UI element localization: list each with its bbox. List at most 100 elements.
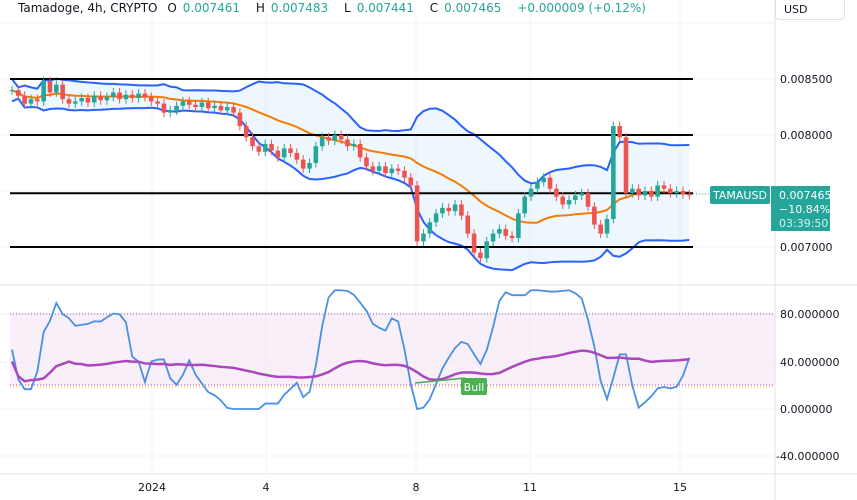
price-tick: 0.008500 bbox=[780, 73, 833, 86]
candle-body bbox=[427, 222, 433, 234]
candle-body bbox=[560, 196, 566, 205]
time-tick: 15 bbox=[673, 481, 687, 494]
candle-body bbox=[66, 99, 72, 104]
candle-body bbox=[395, 168, 401, 171]
candle-body bbox=[389, 168, 395, 174]
candle-body bbox=[376, 166, 382, 171]
candle-body bbox=[136, 93, 141, 99]
currency-selector[interactable]: USD bbox=[775, 0, 845, 20]
candle-body bbox=[73, 101, 78, 104]
candle-body bbox=[345, 139, 350, 147]
time-axis[interactable]: 2024 4 8 11 15 bbox=[138, 481, 687, 494]
candle-body bbox=[199, 102, 205, 107]
candle-body bbox=[547, 177, 553, 189]
candle-body bbox=[60, 84, 65, 100]
price-tag-bg bbox=[771, 186, 830, 231]
candle-body bbox=[383, 166, 388, 174]
candle-body bbox=[566, 199, 572, 205]
candle-body bbox=[459, 204, 464, 216]
candle-body bbox=[300, 159, 306, 169]
candle-body bbox=[161, 103, 167, 113]
candle-body bbox=[402, 170, 407, 178]
candle-body bbox=[47, 81, 53, 93]
price-tick: 0.007000 bbox=[780, 241, 833, 254]
candle-body bbox=[611, 126, 616, 219]
candle-body bbox=[35, 99, 40, 102]
candle-body bbox=[433, 213, 439, 223]
candle-body bbox=[16, 90, 21, 96]
time-tick: 11 bbox=[523, 481, 537, 494]
time-tick: 2024 bbox=[138, 481, 166, 494]
candle-body bbox=[142, 93, 148, 97]
candle-body bbox=[237, 112, 243, 127]
candle-body bbox=[167, 110, 173, 113]
candle-body bbox=[478, 252, 483, 259]
candle-body bbox=[522, 196, 528, 214]
candle-body bbox=[636, 188, 641, 196]
candle-body bbox=[231, 107, 236, 113]
candle-body bbox=[516, 213, 521, 239]
candle-body bbox=[269, 143, 274, 151]
high-value: 0.007483 bbox=[270, 1, 329, 15]
candle-body bbox=[440, 207, 445, 214]
candle-body bbox=[351, 143, 357, 147]
candle-body bbox=[54, 84, 59, 93]
candle-body bbox=[414, 185, 420, 242]
candle-body bbox=[535, 182, 540, 189]
high-label: H bbox=[255, 1, 265, 15]
symbol-tag-bg bbox=[710, 186, 770, 204]
candle-body bbox=[281, 148, 287, 158]
candle-body bbox=[174, 105, 179, 111]
price-axis[interactable]: 0.008500 0.008000 0.007000 80.000000 40.… bbox=[776, 73, 840, 463]
candle-body bbox=[497, 229, 502, 234]
symbol-title: Tamadoge, 4h, CRYPTO bbox=[18, 1, 158, 15]
candle-body bbox=[617, 126, 622, 138]
candle-body bbox=[528, 188, 534, 197]
bb-upper bbox=[11, 77, 690, 185]
low-label: L bbox=[344, 1, 351, 15]
candle-body bbox=[680, 191, 686, 195]
time-tick: 4 bbox=[263, 481, 270, 494]
candle-body bbox=[319, 137, 325, 147]
candle-body bbox=[592, 206, 597, 225]
candle-body bbox=[250, 137, 255, 147]
candle-body bbox=[554, 188, 559, 197]
stoch-k-line bbox=[11, 289, 691, 411]
candle-body bbox=[9, 90, 15, 92]
candle-body bbox=[212, 105, 217, 109]
candle-body bbox=[503, 229, 509, 236]
candle-body bbox=[129, 94, 135, 99]
candle-body bbox=[446, 207, 452, 212]
candle-body bbox=[332, 135, 338, 141]
candle-body bbox=[104, 96, 110, 101]
symbol-tag: TAMAUSD bbox=[712, 189, 767, 202]
candle-body bbox=[421, 233, 426, 242]
candle-body bbox=[661, 185, 667, 189]
candle-body bbox=[649, 191, 654, 197]
candle-body bbox=[465, 215, 471, 234]
bull-label: Bull bbox=[464, 381, 485, 394]
osc-tick: -40.000000 bbox=[776, 450, 839, 463]
bull-divergence-line bbox=[414, 377, 466, 384]
candle-body bbox=[408, 177, 414, 186]
candle-body bbox=[193, 104, 198, 107]
stoch-band-fill bbox=[10, 314, 775, 385]
candle-body bbox=[41, 81, 46, 102]
candle-body bbox=[262, 143, 268, 152]
candle-body bbox=[117, 92, 122, 100]
candle-body bbox=[180, 101, 186, 106]
candle-body bbox=[218, 105, 224, 111]
candle-body bbox=[585, 193, 591, 207]
bb-lower bbox=[11, 97, 690, 272]
candle-body bbox=[110, 92, 116, 97]
candle-body bbox=[630, 188, 635, 194]
chart-legend: Tamadoge, 4h, CRYPTO O 0.007461 H 0.007483… bbox=[18, 1, 652, 15]
candle-body bbox=[573, 195, 578, 200]
candle-body bbox=[326, 137, 331, 141]
candle-body bbox=[655, 185, 660, 197]
candle-body bbox=[313, 146, 319, 163]
candle-body bbox=[509, 235, 515, 239]
candle-body bbox=[28, 99, 34, 104]
candle-body bbox=[484, 241, 490, 259]
